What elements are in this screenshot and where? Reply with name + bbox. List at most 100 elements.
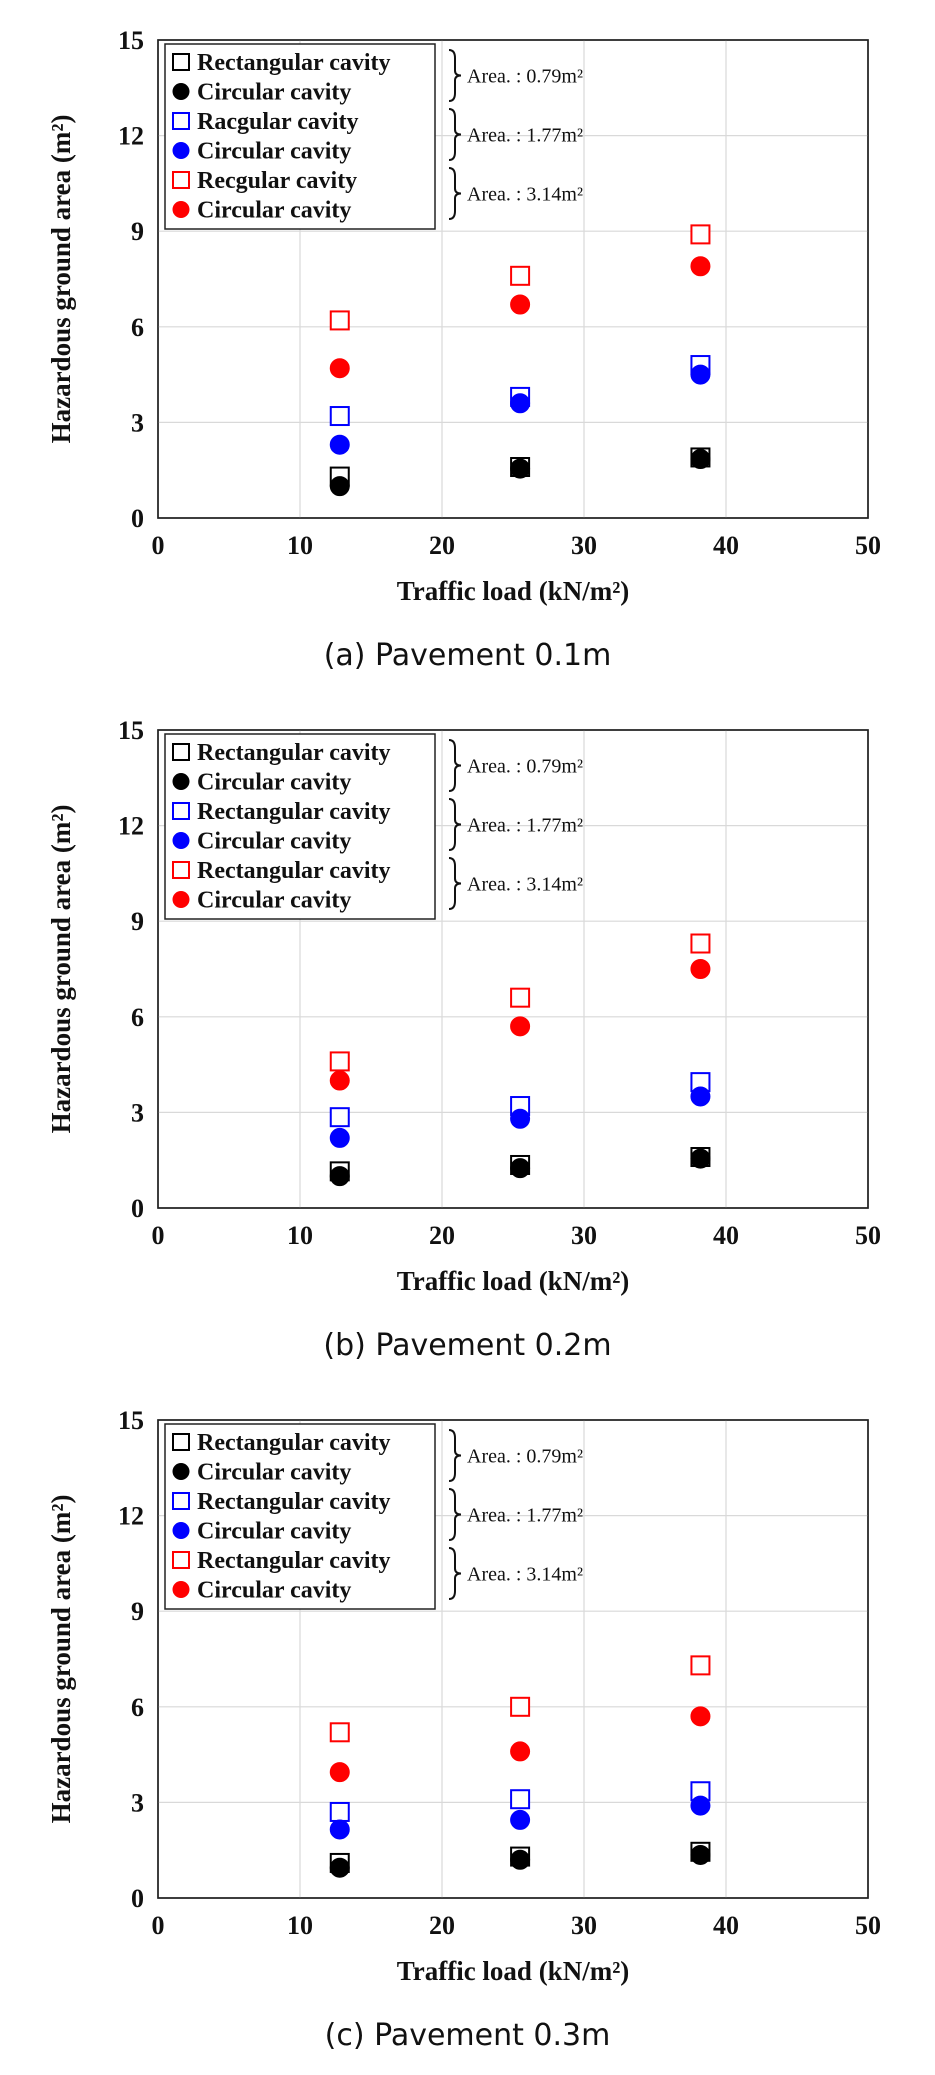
legend-label: Circular cavity xyxy=(197,829,351,855)
panel-caption: (a) Pavement 0.1m xyxy=(323,638,612,673)
legend-label: Circular cavity xyxy=(197,1519,351,1545)
data-point-circle xyxy=(510,1158,531,1179)
x-tick-label: 50 xyxy=(855,1911,881,1940)
legend-label: Circular cavity xyxy=(197,888,351,914)
y-tick-label: 3 xyxy=(131,408,144,437)
area-brace xyxy=(448,857,462,910)
area-label: Area. : 1.77m² xyxy=(467,125,583,147)
y-tick-label: 9 xyxy=(131,907,144,936)
data-point-square xyxy=(329,1801,350,1822)
area-brace xyxy=(448,49,462,102)
legend-marker-circle xyxy=(172,1463,190,1480)
y-tick-label: 15 xyxy=(118,1406,144,1435)
x-axis-label: Traffic load (kN/m²) xyxy=(397,1956,630,1986)
legend-label: Circular cavity xyxy=(197,139,351,165)
y-tick-label: 3 xyxy=(131,1788,144,1817)
x-tick-label: 0 xyxy=(152,531,165,560)
data-point-circle xyxy=(510,294,531,315)
area-label: Area. : 0.79m² xyxy=(467,66,583,88)
x-tick-label: 10 xyxy=(287,1221,313,1250)
x-tick-label: 40 xyxy=(713,531,739,560)
legend-label: Rectangular cavity xyxy=(197,799,391,825)
y-tick-label: 0 xyxy=(131,1194,144,1223)
plot-frame xyxy=(157,1419,869,1899)
x-axis-label: Traffic load (kN/m²) xyxy=(397,576,630,606)
area-brace xyxy=(448,108,462,161)
data-point-circle xyxy=(690,1086,711,1107)
y-tick-label: 9 xyxy=(131,217,144,246)
y-tick-label: 12 xyxy=(118,812,144,841)
y-tick-label: 15 xyxy=(118,26,144,55)
data-point-circle xyxy=(510,1108,531,1129)
area-brace xyxy=(448,167,462,220)
data-point-circle xyxy=(510,1849,531,1870)
y-tick-label: 9 xyxy=(131,1597,144,1626)
data-point-circle xyxy=(510,1741,531,1762)
legend-marker-circle xyxy=(172,201,190,218)
data-point-circle xyxy=(690,364,711,385)
area-brace xyxy=(448,1429,462,1482)
legend-marker-circle xyxy=(172,1522,190,1539)
x-tick-label: 40 xyxy=(713,1221,739,1250)
area-brace xyxy=(448,739,462,792)
y-tick-label: 6 xyxy=(131,1693,144,1722)
panel-caption: (c) Pavement 0.3m xyxy=(324,2018,611,2053)
legend-marker-square xyxy=(172,171,190,189)
data-point-circle xyxy=(690,1795,711,1816)
x-tick-label: 30 xyxy=(571,1221,597,1250)
legend-label: Racgular cavity xyxy=(197,109,359,135)
y-axis-label: Hazardous ground area (m²) xyxy=(46,115,76,444)
data-point-circle xyxy=(329,1819,350,1840)
data-point-circle xyxy=(690,256,711,277)
data-point-square xyxy=(510,265,531,286)
area-label: Area. : 3.14m² xyxy=(467,184,583,206)
legend-label: Rectangular cavity xyxy=(197,858,391,884)
data-point-square xyxy=(510,1696,531,1717)
legend-marker-square xyxy=(172,802,190,820)
legend-label: Recgular cavity xyxy=(197,168,357,194)
x-tick-label: 0 xyxy=(152,1221,165,1250)
legend-marker-circle xyxy=(172,142,190,159)
x-tick-label: 0 xyxy=(152,1911,165,1940)
x-axis-label: Traffic load (kN/m²) xyxy=(397,1266,630,1296)
legend-marker-square xyxy=(172,861,190,879)
legend-marker-square xyxy=(172,743,190,761)
legend-marker-circle xyxy=(172,1581,190,1598)
legend-label: Rectangular cavity xyxy=(197,1548,391,1574)
plot-frame xyxy=(157,39,869,519)
data-point-circle xyxy=(329,358,350,379)
y-tick-label: 0 xyxy=(131,1884,144,1913)
legend-label: Circular cavity xyxy=(197,770,351,796)
y-tick-label: 0 xyxy=(131,504,144,533)
legend-label: Rectangular cavity xyxy=(197,740,391,766)
legend-marker-circle xyxy=(172,891,190,908)
legend-marker-square xyxy=(172,1551,190,1569)
area-label: Area. : 3.14m² xyxy=(467,1564,583,1586)
legend-marker-square xyxy=(172,1433,190,1451)
legend-marker-square xyxy=(172,112,190,130)
scatter-chart: 0 10 20 30 40 50 0 3 6 9 12 15 Traffic load (kN/m²) H… xyxy=(46,1406,881,1986)
data-point-circle xyxy=(329,1127,350,1148)
legend xyxy=(164,1423,436,1610)
data-point-square xyxy=(690,933,711,954)
x-tick-label: 50 xyxy=(855,1221,881,1250)
legend-label: Circular cavity xyxy=(197,1460,351,1486)
data-point-circle xyxy=(329,434,350,455)
chart-panel-1: 0 10 20 30 40 50 0 3 6 9 12 15 Traffic load (kN/m²) H… xyxy=(0,0,935,690)
data-point-circle xyxy=(329,1070,350,1091)
legend xyxy=(164,43,436,230)
legend-label: Circular cavity xyxy=(197,198,351,224)
legend-label: Rectangular cavity xyxy=(197,50,391,76)
chart-panel-2: 0 10 20 30 40 50 0 3 6 9 12 15 Traffic load (kN/m²) H… xyxy=(0,690,935,1380)
x-tick-label: 30 xyxy=(571,531,597,560)
data-point-square xyxy=(510,1789,531,1810)
data-point-square xyxy=(329,310,350,331)
legend-marker-circle xyxy=(172,832,190,849)
area-brace xyxy=(448,798,462,851)
data-point-circle xyxy=(329,1857,350,1878)
legend xyxy=(164,733,436,920)
data-point-square xyxy=(329,406,350,427)
area-brace xyxy=(448,1488,462,1541)
area-label: Area. : 1.77m² xyxy=(467,815,583,837)
data-point-circle xyxy=(690,1706,711,1727)
